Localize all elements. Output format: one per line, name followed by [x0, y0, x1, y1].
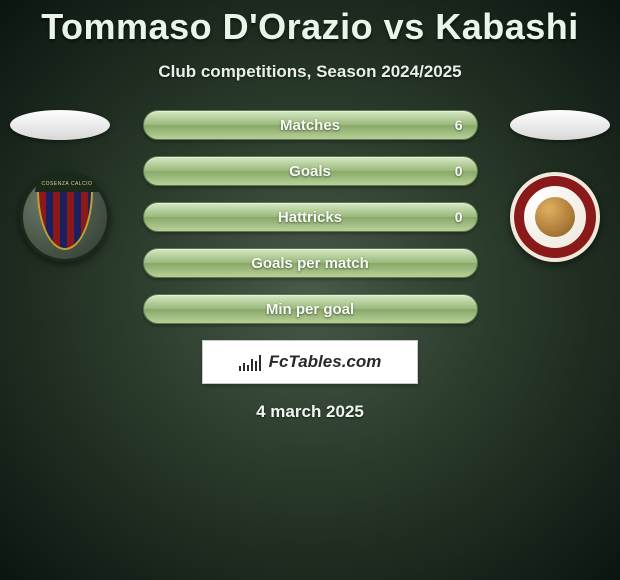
bar	[243, 363, 245, 371]
stat-value: 0	[455, 163, 463, 179]
stat-row: Matches 6	[143, 110, 478, 140]
brand-badge[interactable]: FcTables.com	[202, 340, 418, 384]
stat-label: Hattricks	[278, 209, 342, 226]
brand-text: FcTables.com	[269, 352, 382, 372]
stat-label: Matches	[280, 117, 340, 134]
bar	[251, 359, 253, 371]
subtitle: Club competitions, Season 2024/2025	[0, 62, 620, 82]
shield-icon: COSENZA CALCIO	[37, 184, 93, 250]
bar-chart-icon	[239, 353, 261, 371]
player-left-placeholder	[10, 110, 110, 140]
stat-row: Goals 0	[143, 156, 478, 186]
bar	[239, 366, 241, 371]
ball-icon	[535, 197, 575, 237]
bar	[247, 365, 249, 371]
club-crest-right	[510, 172, 600, 262]
stat-label: Goals	[289, 163, 331, 180]
stat-label: Goals per match	[251, 255, 369, 272]
crest-left-text: COSENZA CALCIO	[35, 172, 99, 192]
stat-row: Min per goal	[143, 294, 478, 324]
stat-label: Min per goal	[266, 301, 354, 318]
bar	[259, 355, 261, 371]
stat-value: 6	[455, 117, 463, 133]
bar	[255, 361, 257, 371]
page-title: Tommaso D'Orazio vs Kabashi	[0, 0, 620, 48]
content-area: COSENZA CALCIO Matches 6 Goals 0 Hattric…	[0, 110, 620, 422]
player-right-placeholder	[510, 110, 610, 140]
stat-row: Hattricks 0	[143, 202, 478, 232]
stat-value: 0	[455, 209, 463, 225]
stats-list: Matches 6 Goals 0 Hattricks 0 Goals per …	[143, 110, 478, 324]
club-crest-left: COSENZA CALCIO	[20, 172, 110, 262]
date-label: 4 march 2025	[0, 402, 620, 422]
stat-row: Goals per match	[143, 248, 478, 278]
